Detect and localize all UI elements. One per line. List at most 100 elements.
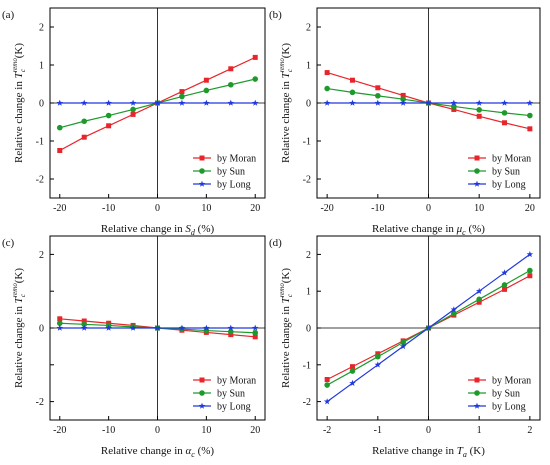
data-point-long — [154, 99, 161, 106]
data-point-long — [374, 361, 382, 368]
x-axis-title: Relative change in μc (%) — [372, 223, 485, 237]
data-point-long — [178, 99, 186, 106]
data-point-sun — [252, 76, 259, 82]
legend-label-sun: by Sun — [217, 167, 245, 178]
legend-label-long: by Long — [217, 402, 251, 413]
x-tick-label: 1 — [477, 425, 482, 436]
y-tick-label: -2 — [303, 397, 311, 408]
data-point-sun — [349, 89, 356, 96]
data-point-sun — [451, 103, 457, 110]
data-point-sun — [81, 321, 88, 328]
legend-label-sun: by Sun — [492, 389, 520, 400]
legend-label-moran: by Moran — [217, 154, 256, 165]
data-point-sun — [252, 329, 259, 336]
x-tick-label: 20 — [250, 203, 260, 214]
legend-label-moran: by Moran — [217, 376, 256, 387]
legend-label-moran: by Moran — [492, 376, 531, 387]
data-point-sun — [400, 96, 406, 102]
data-point-moran — [476, 113, 482, 119]
data-point-long — [501, 99, 508, 106]
data-point-sun — [179, 93, 185, 100]
data-point-moran — [476, 299, 482, 305]
y-tick-label: -2 — [36, 397, 44, 408]
data-point-sun — [527, 267, 533, 274]
data-point-long — [323, 398, 331, 405]
x-tick-label: -2 — [323, 425, 331, 436]
data-point-long — [105, 324, 112, 331]
data-point-sun — [501, 282, 508, 288]
data-point-moran — [81, 134, 87, 140]
data-point-sun — [130, 106, 136, 113]
legend-marker-moran — [474, 155, 480, 161]
data-point-moran — [324, 377, 330, 383]
x-axis-title: Relative change in αc (%) — [101, 445, 215, 459]
data-point-sun — [56, 320, 63, 327]
data-point-moran — [349, 77, 355, 83]
data-point-long — [251, 324, 259, 331]
panel-label: (b) — [269, 9, 282, 21]
data-point-sun — [324, 382, 330, 388]
x-tick-label: 20 — [250, 425, 260, 436]
x-tick-label: -20 — [320, 203, 333, 214]
y-tick-label: 0 — [306, 99, 311, 110]
x-tick-label: 0 — [155, 203, 160, 214]
data-point-moran — [527, 126, 533, 132]
x-axis-title: Relative change in Ta (K) — [372, 445, 485, 459]
data-point-long — [56, 99, 64, 106]
x-axis-title: Relative change in Sd (%) — [101, 223, 215, 237]
legend-marker-moran — [474, 377, 480, 383]
y-axis-title: Relative change in Tremoc (K) — [278, 43, 294, 163]
legend-marker-sun — [199, 168, 205, 174]
data-point-moran — [106, 123, 112, 129]
data-point-long — [399, 99, 407, 106]
legend-marker-moran — [199, 377, 205, 383]
data-point-moran — [57, 316, 63, 322]
data-point-long — [129, 99, 137, 106]
data-point-moran — [375, 85, 381, 91]
data-point-long — [450, 306, 458, 313]
legend-label-long: by Long — [492, 180, 526, 191]
data-point-sun — [400, 339, 406, 346]
data-point-long — [349, 379, 356, 386]
data-point-long — [56, 324, 64, 331]
data-point-long — [227, 324, 235, 331]
chart-panel-c: -20 -10 0 10 20-202(c)Relative change in αc … — [2, 235, 266, 459]
data-point-long — [129, 324, 137, 331]
data-point-long — [526, 99, 534, 106]
y-tick-label: 2 — [306, 23, 311, 34]
data-point-sun — [476, 107, 482, 113]
legend-marker-sun — [474, 390, 480, 396]
x-tick-label: 0 — [155, 425, 160, 436]
legend-marker-sun — [474, 168, 480, 174]
y-tick-label: -2 — [36, 175, 44, 186]
legend-marker-long — [198, 180, 206, 187]
y-tick-label: -1 — [303, 360, 311, 371]
data-point-long — [425, 324, 432, 331]
data-point-sun — [451, 310, 457, 317]
x-tick-label: 10 — [201, 203, 211, 214]
legend-label-long: by Long — [492, 402, 526, 413]
y-tick-label: -1 — [36, 137, 44, 148]
data-point-long — [450, 99, 458, 106]
data-point-moran — [203, 77, 209, 83]
y-tick-label: 1 — [39, 61, 44, 72]
x-tick-label: -10 — [102, 203, 115, 214]
legend-label-sun: by Sun — [217, 389, 245, 400]
data-point-moran — [228, 332, 234, 338]
data-point-sun — [527, 112, 533, 119]
x-tick-label: 0 — [426, 203, 431, 214]
y-axis-title: Relative change in Tremoc (K) — [11, 268, 27, 388]
y-tick-label: 0 — [306, 324, 311, 335]
data-point-moran — [324, 70, 330, 76]
legend-marker-long — [473, 402, 481, 409]
data-point-sun — [105, 112, 112, 119]
x-tick-label: 2 — [527, 425, 532, 436]
y-tick-label: 2 — [306, 250, 311, 261]
data-point-sun — [501, 110, 508, 116]
data-point-long — [227, 99, 235, 106]
data-point-sun — [324, 85, 330, 92]
data-point-sun — [375, 353, 381, 360]
data-point-sun — [227, 328, 234, 335]
